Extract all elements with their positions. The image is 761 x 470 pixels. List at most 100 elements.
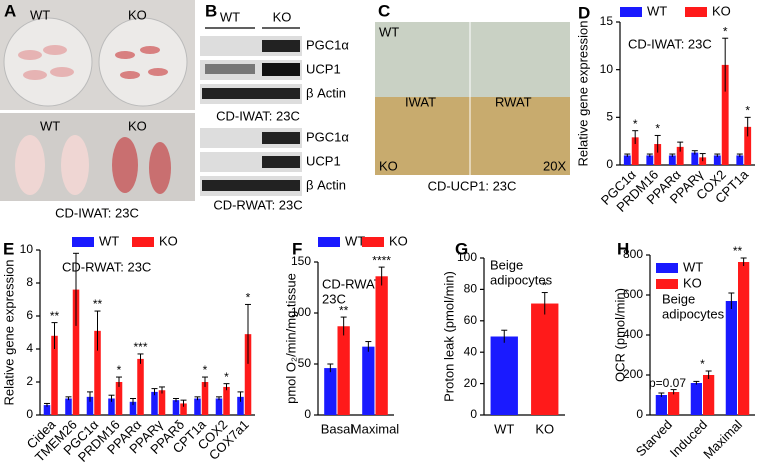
y-axis-label: Relative gene expression: [1, 260, 16, 406]
tissue: [112, 137, 138, 193]
annotation: ***: [134, 340, 148, 354]
annotation: p=0.07: [649, 376, 686, 390]
y-tick-label: 200: [623, 367, 643, 381]
annotation: *: [246, 291, 251, 305]
bar: [137, 358, 144, 415]
y-tick-label: 10: [600, 62, 614, 76]
annotation: **: [50, 309, 60, 323]
legend-swatch: [656, 263, 678, 273]
subtitle: Beige: [490, 257, 523, 272]
dish: [98, 17, 188, 107]
bar: [668, 392, 680, 415]
annotation: *: [203, 363, 208, 377]
panel-letter: C: [378, 1, 390, 20]
y-tick-label: 0: [470, 407, 477, 421]
y-tick-label: 600: [623, 287, 643, 301]
label: WT: [379, 24, 399, 39]
bar: [51, 335, 58, 415]
group-label: KO: [273, 9, 292, 24]
bar: [655, 395, 667, 415]
annotation: *: [700, 357, 705, 371]
label: KO: [128, 7, 147, 22]
y-tick-label: 40: [464, 344, 478, 358]
bar: [215, 398, 223, 415]
bar: [244, 334, 252, 415]
label: WT: [40, 118, 60, 133]
caption: CD-UCP1: 23C: [428, 178, 517, 193]
bar: [703, 375, 715, 415]
bar: [94, 330, 101, 415]
y-axis-label: pmol O₂/min/mg tissue: [283, 273, 298, 404]
bar: [65, 398, 72, 415]
bar: [668, 155, 676, 165]
bar: [180, 403, 187, 415]
panel-letter: F: [292, 239, 302, 258]
caption: CD-IWAT: 23C: [55, 205, 139, 220]
tissue: [61, 135, 89, 195]
legend-label: WT: [345, 233, 365, 248]
panel-letter: D: [578, 3, 590, 22]
legend-label: KO: [389, 233, 408, 248]
annotation: *: [542, 279, 547, 293]
x-tick-label: Maximal: [351, 421, 400, 436]
tissue: [149, 142, 171, 194]
bar: [129, 401, 137, 415]
annotation: **: [93, 297, 103, 311]
bar: [490, 336, 518, 415]
subtitle: Beige: [662, 291, 695, 306]
legend-swatch: [620, 7, 642, 17]
y-tick-label: 8: [26, 275, 33, 289]
bar: [738, 262, 750, 415]
bar: [691, 152, 699, 165]
panel-letter: B: [205, 1, 217, 20]
bar: [194, 398, 201, 415]
bar: [43, 405, 51, 415]
blot-label: UCP1: [306, 61, 341, 76]
legend-swatch: [318, 237, 340, 247]
y-tick-label: 10: [20, 242, 34, 256]
y-tick-label: 2: [26, 374, 33, 388]
panel-letter: G: [455, 239, 468, 258]
subtitle: 23C: [322, 291, 346, 306]
y-tick-label: 0: [26, 407, 33, 421]
y-tick-label: 50: [298, 356, 312, 370]
caption: CD-IWAT: 23C: [216, 108, 300, 123]
panel-letter: E: [3, 239, 14, 258]
bar: [631, 137, 639, 165]
bar: [237, 396, 244, 415]
bar: [201, 382, 209, 415]
legend-swatch: [132, 237, 154, 247]
panel-letter: A: [4, 1, 16, 20]
y-tick-label: 15: [600, 14, 614, 28]
blot-label: β Actin: [306, 177, 346, 192]
label: KO: [128, 118, 147, 133]
bar: [699, 157, 707, 165]
annotation: **: [733, 244, 743, 258]
bar: [531, 303, 559, 415]
blot-label: PGC1α: [306, 37, 349, 52]
bar: [375, 276, 388, 415]
y-tick-label: 5: [606, 110, 613, 124]
bar: [223, 386, 230, 415]
label: KO: [379, 158, 398, 173]
subtitle: adipocytes: [662, 306, 725, 321]
legend-swatch: [685, 7, 707, 17]
subtitle: CD-RWAT: [322, 276, 382, 291]
bar: [324, 368, 337, 415]
y-axis-label: OCR (pmol/min): [612, 288, 627, 382]
y-tick-label: 0: [304, 407, 311, 421]
bar: [623, 155, 631, 165]
legend-label: KO: [159, 233, 178, 248]
bar: [676, 146, 684, 165]
subtitle: CD-RWAT: 23C: [62, 259, 151, 274]
micrograph: [375, 97, 570, 175]
bar: [172, 400, 180, 415]
tissue: [15, 135, 45, 195]
y-tick-label: 6: [26, 308, 33, 322]
bar: [690, 383, 702, 415]
bar: [151, 391, 158, 415]
label: IWAT: [405, 94, 436, 109]
annotation: **: [339, 303, 349, 317]
bar: [337, 326, 350, 415]
